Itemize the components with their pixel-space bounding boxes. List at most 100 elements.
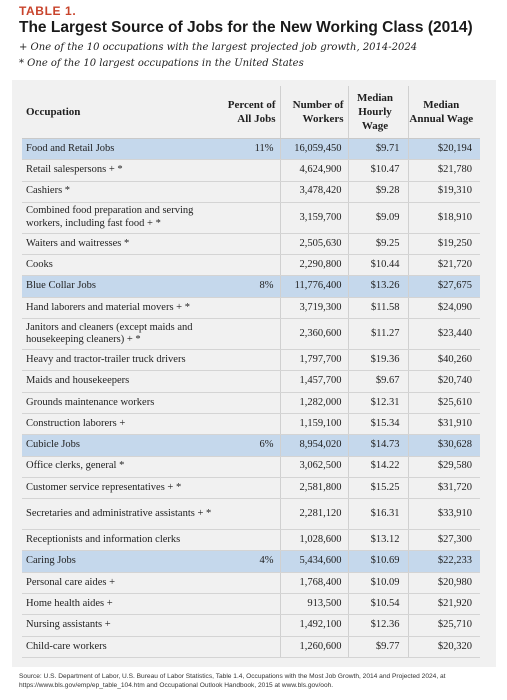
- cell-percent-of-all-jobs: [216, 159, 280, 182]
- cell-number-of-workers: 8,954,020: [279, 434, 348, 457]
- cell-occupation: Nursing assistants +: [22, 614, 216, 637]
- cell-median-hourly-wage: $11.58: [347, 297, 408, 320]
- table-row: Office clerks, general * 3,062,500 $14.22 $…: [22, 456, 480, 478]
- table-row: Heavy and tractor-trailer truck drivers 1…: [22, 349, 480, 372]
- cell-number-of-workers: 1,282,000: [279, 392, 348, 414]
- cell-occupation: Blue Collar Jobs: [22, 275, 216, 298]
- table-group-row: Blue Collar Jobs 8% 11,776,400 $13.26 $27,67…: [22, 275, 480, 298]
- table-row: Grounds maintenance workers 1,282,000 $12.…: [22, 392, 480, 414]
- cell-number-of-workers: 1,159,100: [279, 413, 348, 436]
- table-row: Cooks 2,290,800 $10.44 $21,720: [22, 254, 480, 277]
- cell-median-annual-wage: $25,610: [407, 392, 480, 414]
- cell-occupation: Caring Jobs: [22, 550, 216, 573]
- cell-median-hourly-wage: $9.25: [347, 233, 408, 256]
- cell-percent-of-all-jobs: 8%: [216, 275, 280, 298]
- cell-median-annual-wage: $22,233: [407, 550, 480, 573]
- jobs-table: Occupation Percent of All Jobs Number of…: [22, 86, 480, 658]
- cell-median-annual-wage: $19,310: [407, 181, 480, 203]
- cell-number-of-workers: 2,505,630: [279, 233, 348, 256]
- cell-occupation: Cubicle Jobs: [22, 434, 216, 457]
- cell-median-hourly-wage: $9.71: [347, 138, 408, 161]
- cell-number-of-workers: 913,500: [279, 593, 348, 616]
- cell-occupation: Personal care aides +: [22, 572, 216, 595]
- cell-number-of-workers: 3,719,300: [279, 297, 348, 320]
- table-row: Customer service representatives + * 2,58…: [22, 477, 480, 500]
- table-group-row: Food and Retail Jobs 11% 16,059,450 $9.71 $2…: [22, 138, 480, 161]
- cell-occupation: Food and Retail Jobs: [22, 138, 216, 161]
- cell-number-of-workers: 1,797,700: [279, 349, 348, 372]
- table-row: Hand laborers and material movers + * 3,7…: [22, 297, 480, 320]
- cell-median-hourly-wage: $16.31: [347, 498, 408, 531]
- cell-occupation: Cashiers *: [22, 181, 216, 203]
- cell-occupation: Construction laborers +: [22, 413, 216, 436]
- cell-median-annual-wage: $31,910: [407, 413, 480, 436]
- cell-percent-of-all-jobs: [216, 181, 280, 203]
- cell-percent-of-all-jobs: [216, 498, 280, 531]
- cell-number-of-workers: 3,478,420: [279, 181, 348, 203]
- cell-median-hourly-wage: $9.67: [347, 370, 408, 393]
- table-row: Home health aides + 913,500 $10.54 $21,920: [22, 593, 480, 616]
- cell-percent-of-all-jobs: [216, 297, 280, 320]
- cell-number-of-workers: 1,260,600: [279, 636, 348, 658]
- cell-median-hourly-wage: $14.22: [347, 456, 408, 478]
- note-largest-occupations: * One of the 10 largest occupations in t…: [19, 58, 304, 69]
- cell-median-hourly-wage: $10.47: [347, 159, 408, 182]
- cell-median-annual-wage: $24,090: [407, 297, 480, 320]
- cell-percent-of-all-jobs: [216, 370, 280, 393]
- cell-median-hourly-wage: $9.28: [347, 181, 408, 203]
- cell-occupation: Maids and housekeepers: [22, 370, 216, 393]
- cell-occupation: Office clerks, general *: [22, 456, 216, 478]
- cell-percent-of-all-jobs: [216, 318, 280, 351]
- header-occupation: Occupation: [22, 86, 216, 139]
- cell-median-hourly-wage: $14.73: [347, 434, 408, 457]
- cell-number-of-workers: 2,581,800: [279, 477, 348, 500]
- cell-occupation: Home health aides +: [22, 593, 216, 616]
- source-citation: Source: U.S. Department of Labor, U.S. B…: [19, 673, 446, 689]
- cell-number-of-workers: 2,360,600: [279, 318, 348, 351]
- table-row: Secretaries and administrative assistant…: [22, 498, 480, 531]
- cell-percent-of-all-jobs: 4%: [216, 550, 280, 573]
- cell-number-of-workers: 1,768,400: [279, 572, 348, 595]
- cell-number-of-workers: 2,290,800: [279, 254, 348, 277]
- cell-median-annual-wage: $21,920: [407, 593, 480, 616]
- cell-percent-of-all-jobs: [216, 477, 280, 500]
- table-row: Waiters and waitresses * 2,505,630 $9.25 $1…: [22, 233, 480, 256]
- cell-percent-of-all-jobs: 6%: [216, 434, 280, 457]
- cell-number-of-workers: 1,028,600: [279, 529, 348, 552]
- cell-percent-of-all-jobs: 11%: [216, 138, 280, 161]
- cell-number-of-workers: 3,062,500: [279, 456, 348, 478]
- cell-median-hourly-wage: $9.77: [347, 636, 408, 658]
- table-header-row: Occupation Percent of All Jobs Number of…: [22, 86, 480, 139]
- cell-median-annual-wage: $19,250: [407, 233, 480, 256]
- cell-occupation: Waiters and waitresses *: [22, 233, 216, 256]
- note-job-growth: + One of the 10 occupations with the lar…: [19, 42, 418, 53]
- cell-median-annual-wage: $30,628: [407, 434, 480, 457]
- cell-median-hourly-wage: $19.36: [347, 349, 408, 372]
- table-row: Child-care workers 1,260,600 $9.77 $20,320: [22, 636, 480, 658]
- cell-median-hourly-wage: $12.31: [347, 392, 408, 414]
- cell-number-of-workers: 2,281,120: [279, 498, 348, 531]
- cell-median-annual-wage: $18,910: [407, 202, 480, 234]
- cell-median-hourly-wage: $11.27: [347, 318, 408, 351]
- cell-median-annual-wage: $31,720: [407, 477, 480, 500]
- cell-median-annual-wage: $23,440: [407, 318, 480, 351]
- cell-percent-of-all-jobs: [216, 572, 280, 595]
- cell-median-annual-wage: $25,710: [407, 614, 480, 637]
- cell-percent-of-all-jobs: [216, 392, 280, 414]
- cell-median-hourly-wage: $12.36: [347, 614, 408, 637]
- cell-percent-of-all-jobs: [216, 636, 280, 658]
- cell-median-annual-wage: $21,720: [407, 254, 480, 277]
- header-number-of-workers: Number of Workers: [279, 86, 348, 139]
- table-label: TABLE 1.: [19, 4, 77, 18]
- cell-occupation: Hand laborers and material movers + *: [22, 297, 216, 320]
- cell-number-of-workers: 5,434,600: [279, 550, 348, 573]
- table-row: Maids and housekeepers 1,457,700 $9.67 $20,…: [22, 370, 480, 393]
- cell-percent-of-all-jobs: [216, 349, 280, 372]
- cell-number-of-workers: 4,624,900: [279, 159, 348, 182]
- cell-number-of-workers: 16,059,450: [279, 138, 348, 161]
- cell-median-hourly-wage: $15.34: [347, 413, 408, 436]
- cell-occupation: Combined food preparation and serving wo…: [22, 202, 216, 234]
- table-row: Retail salespersons + * 4,624,900 $10.47 $2…: [22, 159, 480, 182]
- cell-occupation: Secretaries and administrative assistant…: [22, 498, 216, 531]
- cell-median-annual-wage: $33,910: [407, 498, 480, 531]
